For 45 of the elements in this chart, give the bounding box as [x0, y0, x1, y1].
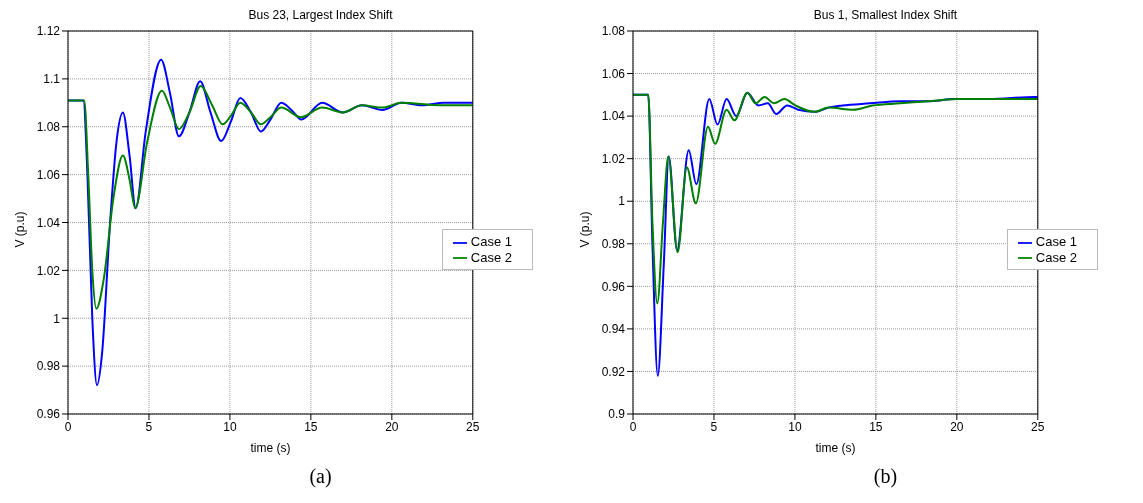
- y-tick-label: 0.94: [601, 322, 626, 337]
- y-tick-label: 1.02: [601, 151, 626, 166]
- x-tick-label: 0: [64, 419, 72, 434]
- y-tick-label: 0.9: [608, 407, 626, 422]
- legend-label: Case 2: [470, 249, 512, 265]
- y-tick-label: 1.04: [601, 109, 626, 124]
- y-tick-label: 1: [618, 194, 626, 209]
- y-tick-label: 1.08: [601, 24, 626, 39]
- x-tick-label: 20: [385, 419, 399, 434]
- y-tick-label: 1.1: [43, 72, 61, 87]
- x-tick-label: 15: [304, 419, 318, 434]
- text: (b): [872, 464, 899, 488]
- x-tick-label: 25: [466, 419, 480, 434]
- y-tick-label: 0.98: [601, 237, 626, 252]
- y-tick-label: 0.96: [601, 279, 626, 294]
- x-axis-title: time (s): [815, 441, 856, 455]
- y-axis-title: V (p.u): [578, 211, 593, 248]
- x-tick-label: 10: [788, 419, 802, 434]
- legend-label: Case 1: [470, 234, 512, 249]
- x-tick-label: 0: [629, 419, 637, 434]
- chart-title: Bus 23, Largest Index Shift: [247, 8, 394, 24]
- line-series: [68, 85, 473, 310]
- y-tick-label: 1.06: [36, 167, 61, 182]
- x-tick-label: 5: [145, 419, 153, 434]
- legend-label: Case 1: [1035, 234, 1077, 249]
- line-series: [633, 91, 1038, 305]
- y-tick-label: 1.06: [601, 66, 626, 81]
- y-tick-label: 0.98: [36, 359, 61, 374]
- x-tick-label: 20: [950, 419, 964, 434]
- y-tick-label: 1.12: [36, 24, 61, 39]
- x-tick-label: 15: [869, 419, 883, 434]
- x-axis-title: time (s): [250, 441, 291, 455]
- y-axis-title: V (p.u): [13, 211, 28, 248]
- y-tick-label: 1: [53, 311, 61, 326]
- y-tick-label: 1.02: [36, 263, 61, 278]
- text: (a): [308, 464, 333, 488]
- y-tick-label: 0.96: [36, 407, 61, 422]
- legend-label: Case 2: [1035, 249, 1077, 265]
- chart-title: Bus 1, Smallest Index Shift: [812, 8, 959, 24]
- x-tick-label: 25: [1031, 419, 1045, 434]
- x-tick-label: 5: [710, 419, 718, 434]
- y-tick-label: 0.92: [601, 364, 626, 379]
- y-tick-label: 1.08: [36, 120, 61, 135]
- y-tick-label: 1.04: [36, 215, 61, 230]
- x-tick-label: 10: [223, 419, 237, 434]
